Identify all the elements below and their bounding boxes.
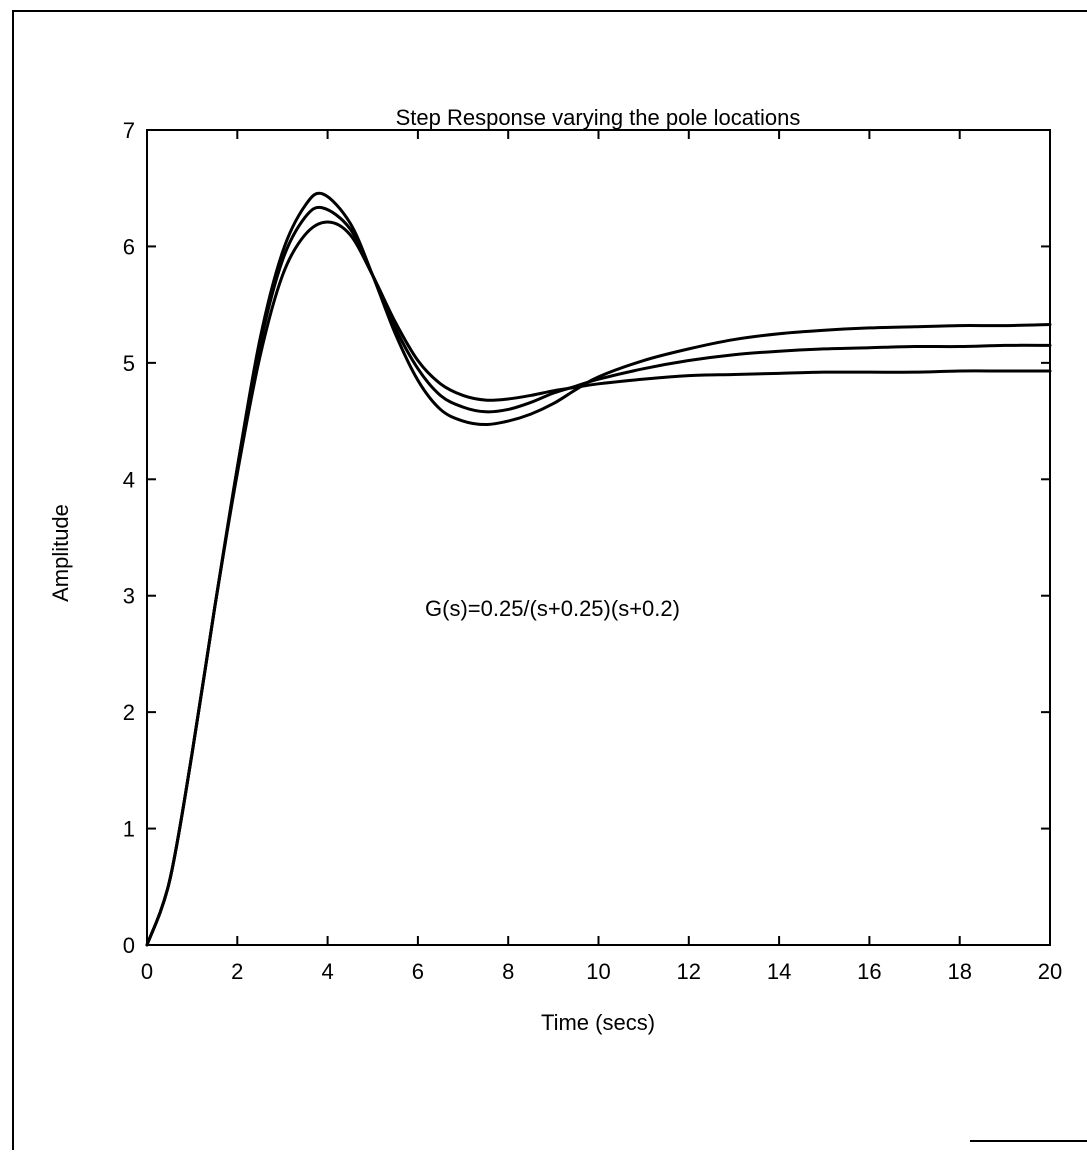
y-tick-label: 2 — [123, 700, 135, 725]
x-tick-label: 18 — [947, 959, 971, 984]
y-tick-label: 7 — [123, 118, 135, 143]
figure-bottom-edge — [970, 1140, 1087, 1142]
y-tick-label: 6 — [123, 234, 135, 259]
figure-frame — [12, 10, 1087, 1150]
x-tick-label: 2 — [231, 959, 243, 984]
x-tick-label: 12 — [677, 959, 701, 984]
x-tick-label: 8 — [502, 959, 514, 984]
y-tick-label: 3 — [123, 584, 135, 609]
chart-title: Step Response varying the pole locations — [396, 105, 801, 130]
x-tick-label: 4 — [321, 959, 333, 984]
x-tick-label: 10 — [586, 959, 610, 984]
series-line-2 — [145, 205, 1052, 947]
y-axis-label: Amplitude — [48, 504, 73, 602]
x-tick-label: 16 — [857, 959, 881, 984]
x-tick-label: 6 — [412, 959, 424, 984]
series-line-1 — [145, 191, 1052, 947]
y-tick-label: 4 — [123, 467, 135, 492]
y-tick-label: 1 — [123, 817, 135, 842]
y-tick-label: 5 — [123, 351, 135, 376]
x-axis-label: Time (secs) — [541, 1010, 655, 1035]
x-tick-label: 20 — [1038, 959, 1062, 984]
transfer-function-annotation: G(s)=0.25/(s+0.25)(s+0.2) — [425, 596, 680, 621]
series-lines — [145, 191, 1052, 947]
series-line-3 — [145, 220, 1052, 947]
y-tick-label: 0 — [123, 933, 135, 958]
x-tick-label: 14 — [767, 959, 791, 984]
x-tick-label: 0 — [141, 959, 153, 984]
